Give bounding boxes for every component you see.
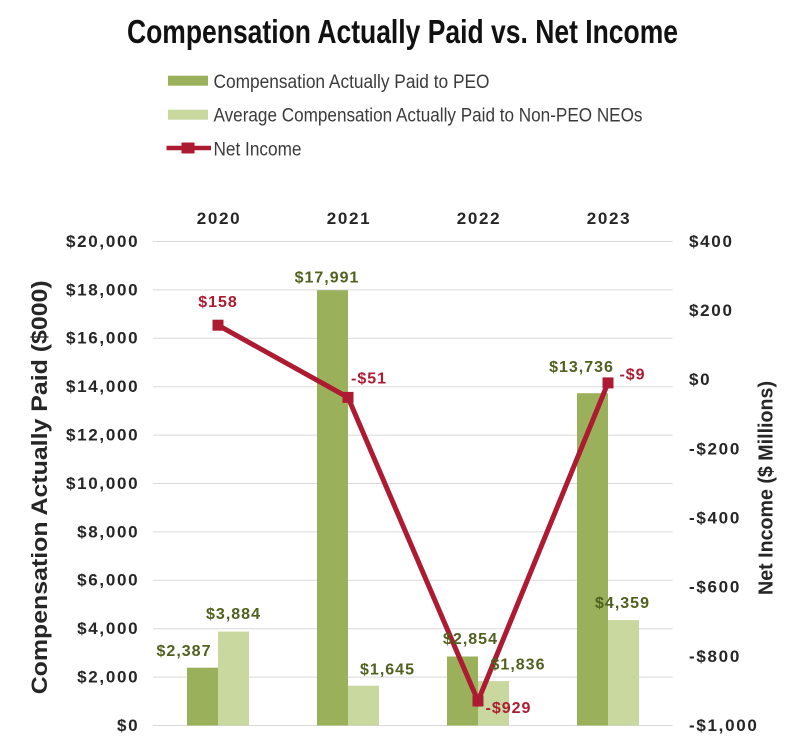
svg-text:$2,854: $2,854 [443, 631, 498, 648]
svg-text:Compensation Actually Paid to: Compensation Actually Paid to PEO [214, 72, 490, 93]
svg-text:$12,000: $12,000 [66, 426, 139, 445]
svg-text:$200: $200 [689, 301, 734, 320]
svg-text:Net Income ($ Millions): Net Income ($ Millions) [756, 381, 778, 595]
svg-text:$4,359: $4,359 [595, 595, 650, 612]
svg-text:-$929: -$929 [486, 700, 532, 717]
svg-text:2023: 2023 [587, 209, 632, 228]
svg-text:$1,836: $1,836 [491, 657, 546, 674]
svg-text:$2,387: $2,387 [157, 643, 212, 660]
svg-text:$3,884: $3,884 [206, 606, 261, 623]
svg-text:Compensation Actually Paid ($0: Compensation Actually Paid ($000) [27, 280, 52, 694]
svg-text:$16,000: $16,000 [66, 329, 139, 348]
svg-text:2021: 2021 [327, 209, 372, 228]
svg-text:$400: $400 [689, 232, 734, 251]
svg-text:$2,000: $2,000 [77, 668, 139, 687]
svg-text:$18,000: $18,000 [66, 280, 139, 299]
svg-text:-$1,000: -$1,000 [689, 716, 759, 735]
svg-text:$6,000: $6,000 [77, 571, 139, 590]
svg-text:$10,000: $10,000 [66, 474, 139, 493]
svg-text:-$200: -$200 [689, 439, 741, 458]
svg-text:$13,736: $13,736 [549, 359, 614, 376]
svg-text:$4,000: $4,000 [77, 619, 139, 638]
svg-text:-$400: -$400 [689, 509, 741, 528]
svg-text:-$9: -$9 [619, 367, 645, 384]
svg-text:$17,991: $17,991 [295, 269, 360, 286]
svg-text:Net Income: Net Income [214, 139, 302, 160]
svg-text:$0: $0 [117, 716, 139, 735]
svg-text:$0: $0 [689, 370, 711, 389]
svg-text:Compensation Actually Paid vs.: Compensation Actually Paid vs. Net Incom… [127, 13, 678, 50]
svg-text:2020: 2020 [197, 209, 242, 228]
svg-text:$8,000: $8,000 [77, 522, 139, 541]
svg-text:-$600: -$600 [689, 578, 741, 597]
svg-text:2022: 2022 [457, 209, 502, 228]
svg-text:$20,000: $20,000 [66, 232, 139, 251]
svg-text:$158: $158 [198, 294, 238, 311]
svg-text:$14,000: $14,000 [66, 377, 139, 396]
svg-text:$1,645: $1,645 [360, 662, 415, 679]
svg-text:Average Compensation Actually: Average Compensation Actually Paid to No… [214, 106, 643, 127]
svg-text:-$51: -$51 [351, 371, 387, 388]
svg-text:-$800: -$800 [689, 647, 741, 666]
